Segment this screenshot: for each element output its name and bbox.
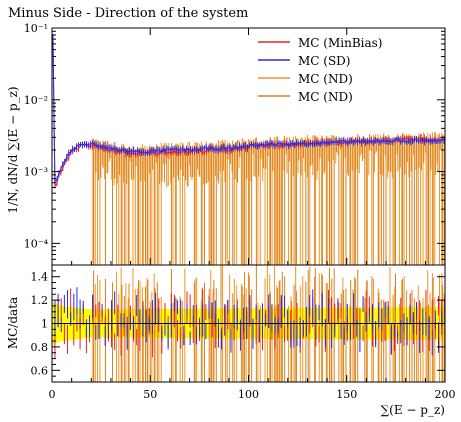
series-nd-1 [92,131,445,265]
y-tick-label: 10⁻⁴ [24,237,49,250]
legend: MC (MinBias) MC (SD) MC (ND) MC (ND) [258,36,382,104]
ratio-tick-label: 1.4 [31,271,49,284]
x-tick-label: 100 [238,388,259,401]
x-tick-label: 200 [435,388,456,401]
series-nd-2 [93,132,446,265]
ratio-tick-label: 1.2 [31,294,49,307]
axes: 0 50 100 150 200 10⁻¹ 10⁻² 10⁻³ 10⁻⁴ 0.6 0.8 1 1.2 1.… [24,22,456,401]
x-tick-label: 0 [49,388,56,401]
y-axis-label: 1/N, dN/d ∑(E − p_z) [6,86,20,213]
x-tick-label: 50 [143,388,157,401]
ratio-series-nd-2 [93,265,444,382]
ratio-tick-label: 0.8 [31,341,49,354]
x-tick-label: 150 [336,388,357,401]
ratio-y-axis-label: MC/data [6,297,20,349]
ratio-tick-label: 0.6 [31,364,49,377]
main-panel [52,34,446,265]
ratio-series-sd [54,287,446,356]
y-tick-label: 10⁻² [24,94,48,107]
series-sd [52,34,445,184]
y-tick-label: 10⁻³ [24,166,48,179]
legend-entry: MC (ND) [298,72,353,86]
ratio-panel [52,265,446,382]
series-line [52,36,445,183]
y-tick-label: 10⁻¹ [24,22,48,35]
legend-entry: MC (ND) [298,90,353,104]
ratio-tick-label: 1 [41,318,48,331]
legend-entry: MC (MinBias) [298,36,382,50]
ratio-series-nd-1 [92,265,445,382]
x-axis-label: ∑(E − p_z) [381,403,445,417]
legend-entry: MC (SD) [298,54,351,68]
chart-title: Minus Side - Direction of the system [8,6,248,21]
